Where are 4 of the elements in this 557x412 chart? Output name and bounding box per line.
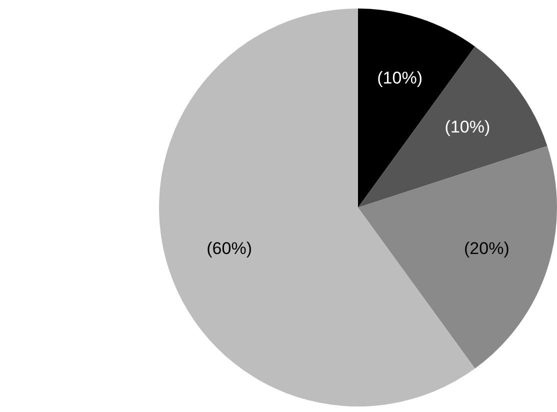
data-label: (10%) — [377, 68, 422, 88]
data-label: (10%) — [444, 118, 490, 137]
data-label: (60%) — [206, 239, 252, 258]
data-label: (20%) — [464, 239, 510, 258]
